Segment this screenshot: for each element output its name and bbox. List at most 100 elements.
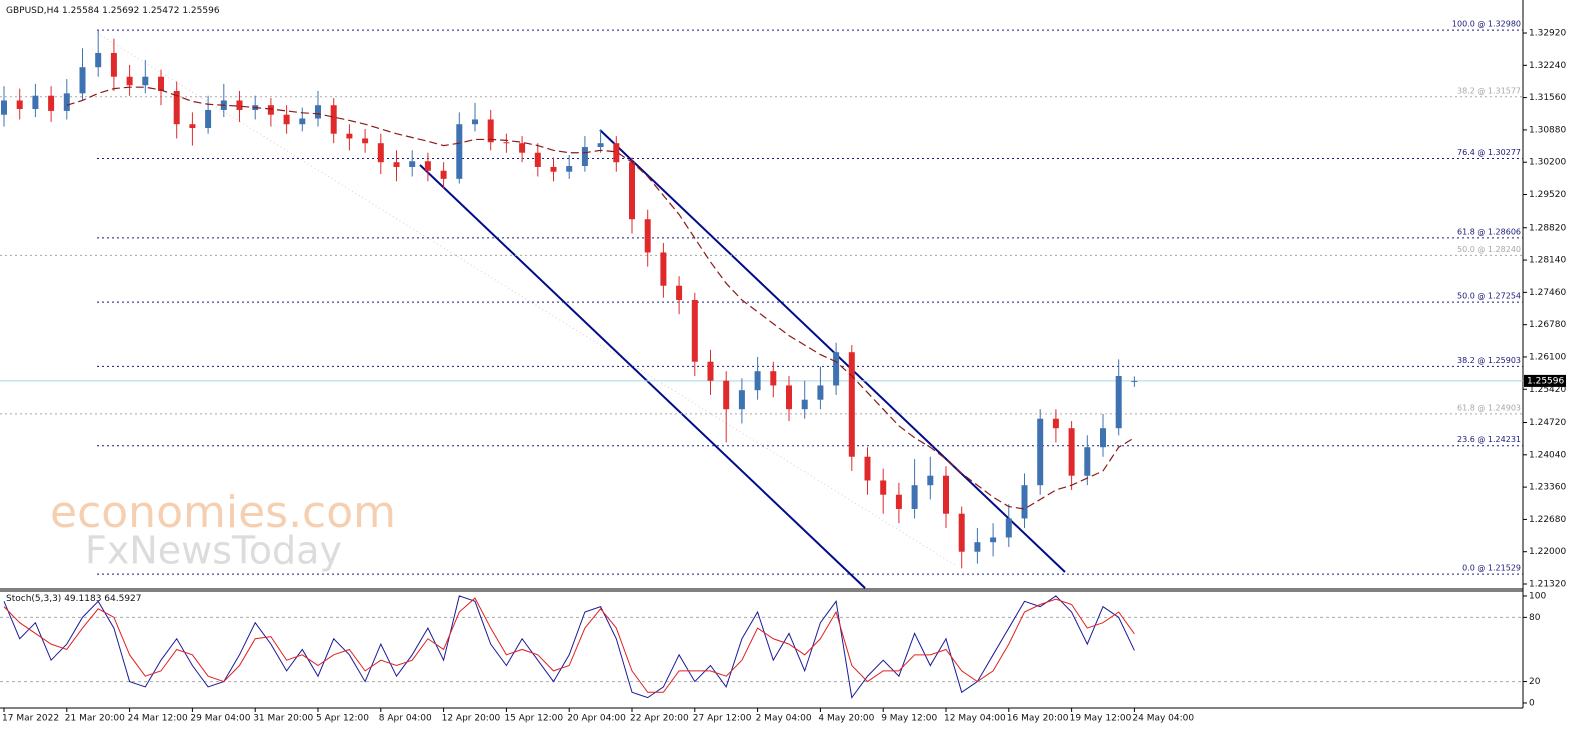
y-tick-label: 1.32240 (1529, 61, 1566, 71)
x-tick-label: 24 May 04:00 (1132, 714, 1194, 724)
fib-label: 100.0 @ 1.32980 (1452, 20, 1521, 29)
x-tick-label: 21 Mar 20:00 (65, 714, 125, 724)
y-tick-label: 1.28820 (1529, 223, 1566, 233)
candle-body (142, 76, 149, 86)
candle-body (409, 161, 416, 167)
y-tick-label: 1.27460 (1529, 288, 1566, 298)
candle-body (519, 143, 526, 153)
candle-body (958, 513, 965, 552)
candle-body (801, 399, 808, 410)
candle-body (723, 380, 730, 410)
x-tick-label: 24 Mar 12:00 (128, 714, 188, 724)
y-tick-label: 1.30880 (1529, 125, 1566, 135)
candle-body (990, 537, 997, 543)
candle-body (943, 475, 949, 514)
candle-body (1068, 428, 1075, 476)
candle-body (487, 119, 494, 143)
candle-body (79, 67, 86, 94)
candle-body (1052, 418, 1059, 429)
candle-body (895, 494, 902, 509)
candle-body (833, 352, 840, 386)
channel-line (599, 129, 1066, 573)
candle-body (911, 485, 918, 509)
x-tick-label: 17 Mar 2022 (2, 714, 59, 724)
candle-body (472, 119, 478, 125)
x-tick-label: 2 May 04:00 (756, 714, 812, 724)
price-label: 1.25596 (1527, 376, 1564, 386)
y-tick-label: 1.24040 (1529, 450, 1566, 460)
candle-body (377, 143, 384, 163)
y-tick-label: 100 (1529, 591, 1546, 601)
price-label-box (1524, 374, 1566, 387)
x-tick-label: 20 Apr 04:00 (567, 714, 626, 724)
candle-body (848, 352, 855, 457)
fib-label: 38.2 @ 1.31577 (1457, 86, 1521, 95)
y-tick-label: 1.26100 (1529, 352, 1566, 362)
y-tick-label: 20 (1529, 677, 1541, 687)
x-tick-label: 31 Mar 20:00 (253, 714, 313, 724)
candle-body (691, 299, 698, 362)
y-tick-label: 0 (1529, 698, 1535, 708)
candle-body (189, 124, 196, 129)
candle-body (786, 385, 792, 410)
fib-label: 38.2 @ 1.25903 (1457, 356, 1521, 365)
candle-body (534, 152, 541, 167)
candle-body (48, 95, 55, 111)
candle-body (566, 166, 573, 172)
x-tick-label: 12 Apr 20:00 (442, 714, 501, 724)
candle-body (817, 385, 824, 400)
y-tick-label: 1.23360 (1529, 483, 1566, 493)
watermark: economies.com (50, 487, 396, 538)
fib-label: 76.4 @ 1.30277 (1457, 148, 1521, 157)
candle-body (173, 90, 180, 125)
candle-body (629, 162, 635, 220)
candle-body (550, 166, 557, 172)
y-tick-label: 80 (1529, 613, 1541, 623)
x-tick-label: 27 Apr 12:00 (693, 714, 752, 724)
candle-body (1100, 428, 1106, 448)
candle-body (362, 138, 369, 144)
candle-body (597, 143, 604, 148)
y-tick-label: 1.21320 (1529, 580, 1566, 590)
candle-body (95, 52, 102, 68)
x-tick-label: 29 Mar 04:00 (190, 714, 250, 724)
x-tick-label: 22 Apr 20:00 (630, 714, 689, 724)
candle-body (158, 76, 164, 91)
y-tick-label: 1.28140 (1529, 256, 1566, 266)
candle-body (424, 161, 431, 171)
y-tick-label: 1.25420 (1529, 385, 1566, 395)
fib-label: 0.0 @ 1.21529 (1462, 564, 1521, 573)
y-tick-label: 1.22000 (1529, 547, 1566, 557)
x-tick-label: 12 May 04:00 (944, 714, 1006, 724)
candle-body (738, 390, 745, 410)
candle-body (1037, 418, 1044, 486)
candle-body (315, 105, 321, 119)
x-tick-label: 19 May 12:00 (1070, 714, 1132, 724)
fib-label: 23.6 @ 1.24231 (1457, 435, 1521, 444)
stoch-line (3, 595, 1135, 699)
candle-body (299, 118, 306, 125)
candle-body (283, 114, 290, 125)
candle-body (1005, 518, 1012, 538)
fib-label: 50.0 @ 1.27254 (1457, 292, 1521, 301)
y-tick-label: 1.24720 (1529, 418, 1566, 428)
candle-body (1021, 485, 1028, 519)
channel-line (419, 164, 866, 589)
fib-label: 61.8 @ 1.28606 (1457, 227, 1521, 236)
candle-body (770, 371, 777, 386)
moving-average (66, 86, 1135, 510)
candle-body (880, 480, 887, 495)
y-tick-label: 1.22680 (1529, 515, 1566, 525)
y-tick-label: 1.30200 (1529, 158, 1566, 168)
candle-body (440, 170, 447, 179)
x-tick-label: 4 May 20:00 (818, 714, 874, 724)
fib-label: 50.0 @ 1.28240 (1457, 245, 1521, 254)
candle-body (1131, 380, 1138, 382)
candle-body (676, 285, 683, 300)
symbol-title: GBPUSD,H4 1.25584 1.25692 1.25472 1.2559… (6, 6, 220, 16)
candle-body (1115, 375, 1122, 429)
candle-body (974, 542, 981, 552)
y-tick-label: 1.32920 (1529, 29, 1566, 39)
candle-body (927, 475, 934, 486)
